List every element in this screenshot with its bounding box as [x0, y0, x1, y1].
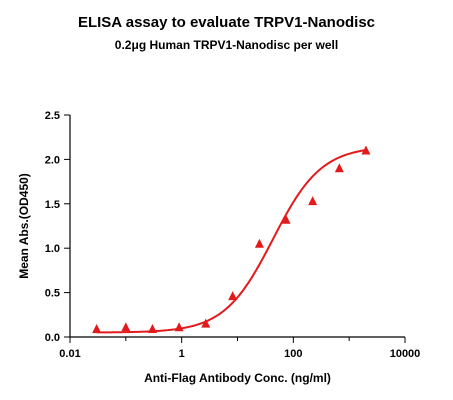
y-tick-label: 2.5: [45, 110, 60, 122]
data-point: [174, 322, 184, 332]
x-axis-label: Anti-Flag Antibody Conc. (ng/ml): [144, 371, 331, 385]
data-points: [92, 145, 371, 334]
y-tick-label: 1.0: [45, 243, 60, 255]
x-tick-label: 10000: [390, 348, 421, 360]
data-point: [92, 324, 102, 334]
x-tick-label: 1: [179, 348, 185, 360]
data-point: [308, 196, 318, 206]
x-ticks: 0.01 1 100 10000: [59, 337, 420, 360]
y-tick-label: 0.5: [45, 288, 60, 300]
fit-curve: [96, 149, 367, 334]
data-point: [334, 163, 344, 173]
y-axis-label: Mean Abs.(OD450): [17, 173, 31, 279]
y-tick-label: 0.0: [45, 332, 60, 344]
y-tick-label: 1.5: [45, 199, 60, 211]
data-point: [201, 318, 211, 328]
chart-title: ELISA assay to evaluate TRPV1-Nanodisc: [77, 14, 376, 31]
data-point: [281, 214, 291, 224]
x-tick-label: 100: [284, 348, 302, 360]
data-point: [361, 145, 371, 155]
y-ticks: 0.0 0.5 1.0 1.5 2.0 2.5: [45, 110, 70, 344]
chart-subtitle: 0.2μg Human TRPV1-Nanodisc per well: [114, 38, 339, 52]
data-point: [147, 324, 157, 334]
data-point: [228, 291, 238, 301]
data-point: [121, 322, 131, 332]
y-tick-label: 2.0: [45, 154, 60, 166]
x-tick-label: 0.01: [59, 348, 80, 360]
data-point: [254, 238, 264, 248]
axes: [69, 115, 405, 338]
